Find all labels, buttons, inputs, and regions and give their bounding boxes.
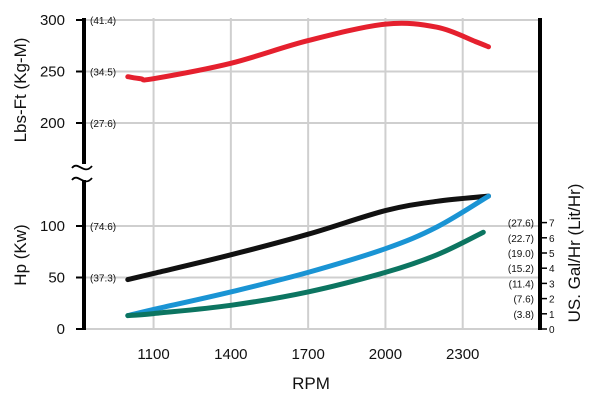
fuel-tick-sublabel: (3.8) xyxy=(513,310,534,321)
series-group xyxy=(125,20,491,319)
x-tick-label: 2300 xyxy=(446,346,479,363)
power-tick-label: 0 xyxy=(57,321,65,338)
torque-tick-label: 300 xyxy=(40,12,65,29)
grid xyxy=(76,18,547,330)
axis-break-mark xyxy=(71,164,93,183)
torque-curve xyxy=(125,20,491,83)
x-tick-label: 1100 xyxy=(137,346,169,363)
fuel-tick-label: 1 xyxy=(549,310,555,321)
fuel-tick-sublabel: (27.6) xyxy=(508,219,534,230)
fuel-tick-sublabel: (19.0) xyxy=(508,249,534,260)
torque-tick-sublabel: (41.4) xyxy=(90,16,116,27)
fuel-tick-label: 7 xyxy=(549,219,555,230)
torque-tick-label: 200 xyxy=(40,115,65,132)
fuel-tick-label: 0 xyxy=(549,325,555,336)
axes xyxy=(71,18,542,330)
fuel-curve-upper xyxy=(125,193,491,319)
fuel-tick-sublabel: (7.6) xyxy=(513,295,534,306)
fuel-tick-label: 2 xyxy=(549,295,555,306)
fuel-tick-label: 5 xyxy=(549,249,555,260)
torque-tick-sublabel: (34.5) xyxy=(90,68,116,79)
x-axis-title: RPM xyxy=(292,374,330,393)
fuel-tick-sublabel: (11.4) xyxy=(509,279,534,290)
power-axis-title: Hp (Kw) xyxy=(11,224,30,285)
power-tick-label: 50 xyxy=(48,270,65,287)
torque-tick-sublabel: (27.6) xyxy=(90,119,116,130)
power-tick-label: 100 xyxy=(40,218,65,235)
power-curve xyxy=(125,193,491,283)
fuel-tick-label: 3 xyxy=(549,279,555,290)
fuel-tick-label: 6 xyxy=(549,234,555,245)
x-tick-label: 1700 xyxy=(291,346,324,363)
x-tick-label: 1400 xyxy=(214,346,247,363)
fuel-tick-label: 4 xyxy=(549,264,555,275)
fuel-tick-sublabel: (15.2) xyxy=(508,264,534,275)
torque-axis-title: Lbs-Ft (Kg-M) xyxy=(11,38,30,143)
power-tick-sublabel: (74.6) xyxy=(90,222,116,233)
fuel-axis-title: US. Gal/Hr (Lit/Hr) xyxy=(565,184,584,323)
x-tick-label: 2000 xyxy=(369,346,402,363)
fuel-curve-lower xyxy=(125,229,486,319)
fuel-tick-sublabel: (22.7) xyxy=(508,234,534,245)
power-tick-sublabel: (37.3) xyxy=(90,274,116,285)
torque-tick-label: 250 xyxy=(40,64,65,81)
